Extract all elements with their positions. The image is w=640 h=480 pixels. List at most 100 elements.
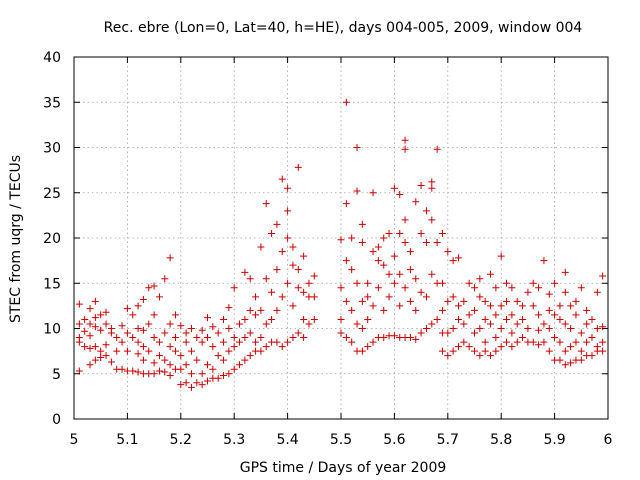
data-point bbox=[145, 347, 153, 355]
data-point bbox=[257, 306, 265, 314]
data-point bbox=[86, 320, 94, 328]
data-point bbox=[583, 320, 591, 328]
data-point bbox=[471, 306, 478, 314]
data-point bbox=[161, 368, 169, 376]
data-point bbox=[454, 343, 462, 351]
data-point bbox=[417, 329, 425, 337]
data-point bbox=[540, 257, 548, 265]
data-point bbox=[107, 358, 115, 366]
data-point bbox=[577, 329, 585, 337]
data-point bbox=[118, 338, 126, 346]
data-point bbox=[204, 314, 211, 322]
data-point bbox=[230, 365, 238, 373]
data-point bbox=[91, 323, 99, 331]
data-point bbox=[369, 338, 377, 346]
data-point bbox=[177, 352, 185, 360]
data-point bbox=[305, 279, 313, 287]
data-point bbox=[471, 284, 478, 292]
data-point bbox=[428, 320, 436, 328]
data-point bbox=[567, 325, 575, 332]
data-point bbox=[91, 314, 99, 322]
data-point bbox=[236, 320, 244, 328]
data-point bbox=[593, 343, 601, 351]
data-point bbox=[556, 338, 564, 346]
x-tick-label: 5 bbox=[70, 432, 79, 448]
data-point bbox=[214, 329, 222, 337]
data-point bbox=[567, 343, 575, 351]
data-point bbox=[220, 338, 228, 346]
data-point bbox=[262, 343, 270, 351]
data-point bbox=[166, 361, 174, 369]
data-point bbox=[401, 145, 409, 153]
data-point bbox=[187, 325, 195, 332]
data-point bbox=[374, 257, 382, 265]
data-point bbox=[75, 300, 83, 308]
data-point bbox=[241, 268, 249, 276]
data-point bbox=[284, 279, 292, 287]
data-point bbox=[273, 338, 281, 346]
data-point bbox=[129, 334, 137, 342]
data-point bbox=[171, 334, 179, 342]
data-point bbox=[97, 326, 105, 334]
data-point bbox=[268, 315, 276, 323]
data-point bbox=[401, 284, 409, 292]
data-point bbox=[487, 270, 495, 278]
y-tick-label: 25 bbox=[43, 186, 61, 202]
x-tick-label: 5.3 bbox=[223, 432, 245, 448]
data-point bbox=[91, 297, 99, 305]
data-point bbox=[300, 252, 308, 260]
data-point bbox=[503, 315, 511, 323]
data-point bbox=[449, 347, 457, 355]
data-point bbox=[187, 383, 195, 391]
data-point bbox=[177, 322, 185, 330]
data-point bbox=[337, 315, 345, 323]
data-point bbox=[545, 347, 553, 355]
data-point bbox=[577, 347, 585, 355]
data-point bbox=[273, 306, 281, 314]
data-point bbox=[166, 372, 174, 380]
data-point bbox=[310, 272, 318, 280]
data-point bbox=[401, 136, 409, 144]
data-point bbox=[551, 311, 559, 319]
data-point bbox=[444, 248, 452, 256]
data-point bbox=[123, 347, 131, 355]
data-point bbox=[257, 347, 265, 355]
data-point bbox=[390, 332, 398, 340]
data-point bbox=[145, 284, 153, 292]
data-point bbox=[257, 243, 265, 251]
data-point bbox=[337, 236, 345, 244]
data-point bbox=[358, 297, 366, 305]
data-point bbox=[187, 370, 195, 378]
data-point bbox=[155, 352, 163, 360]
data-point bbox=[262, 275, 270, 283]
y-tick-label: 0 bbox=[52, 412, 61, 428]
data-point bbox=[289, 334, 297, 342]
chart-title: Rec. ebre (Lon=0, Lat=40, h=HE), days 00… bbox=[104, 20, 583, 36]
data-point bbox=[556, 302, 564, 310]
data-point bbox=[177, 365, 185, 373]
data-point bbox=[471, 329, 478, 337]
data-point bbox=[204, 361, 211, 369]
data-point bbox=[529, 279, 537, 287]
data-point bbox=[257, 334, 265, 342]
data-point bbox=[567, 359, 575, 367]
data-point bbox=[369, 189, 377, 197]
data-point bbox=[433, 239, 441, 247]
data-point bbox=[155, 367, 163, 375]
data-point bbox=[198, 381, 206, 389]
data-point bbox=[97, 353, 105, 361]
data-point bbox=[155, 293, 163, 301]
data-point bbox=[209, 365, 217, 373]
data-point bbox=[241, 356, 249, 364]
x-axis-label: GPS time / Days of year 2009 bbox=[240, 460, 447, 476]
data-point bbox=[305, 320, 313, 328]
x-tick-label: 5.4 bbox=[276, 432, 298, 448]
data-point bbox=[187, 347, 195, 355]
data-point bbox=[503, 297, 511, 305]
y-tick-label: 40 bbox=[43, 50, 61, 66]
data-point bbox=[86, 332, 94, 340]
data-point bbox=[519, 334, 527, 342]
data-point bbox=[406, 334, 414, 342]
data-point bbox=[214, 352, 222, 360]
data-point bbox=[572, 297, 580, 305]
